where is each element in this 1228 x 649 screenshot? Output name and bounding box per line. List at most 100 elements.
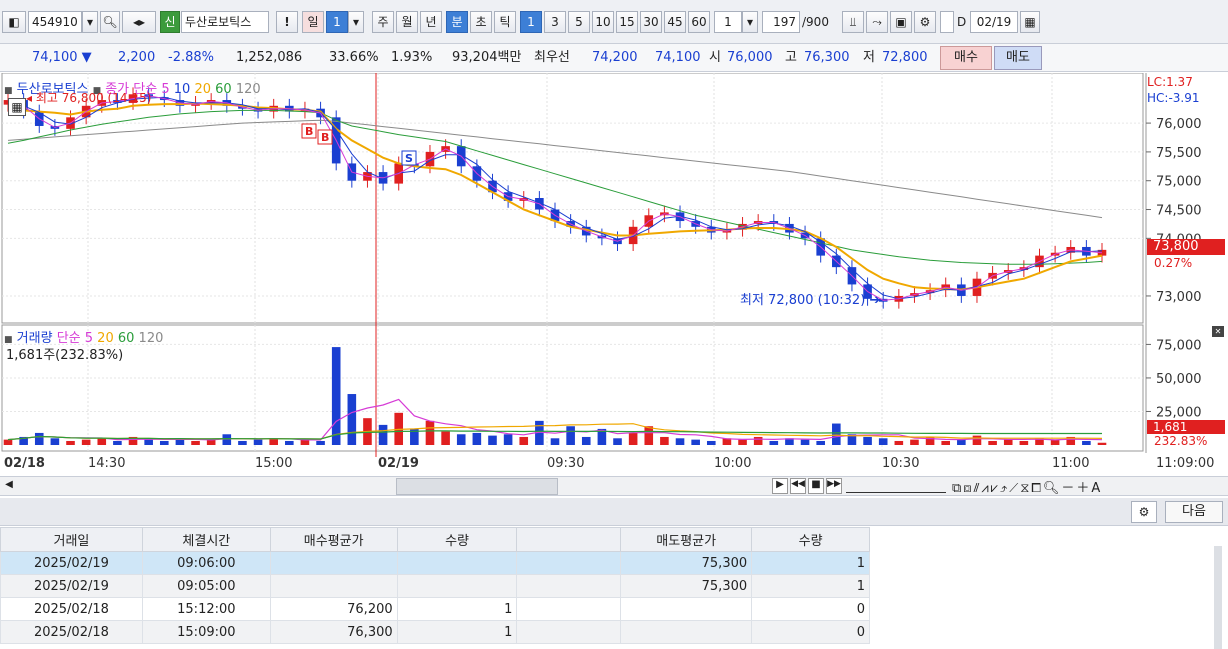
cell-buy-qty xyxy=(396,574,518,598)
ma20-line xyxy=(7,102,1103,291)
settings-gear-icon[interactable]: ⚙ xyxy=(914,11,936,33)
layout-icon[interactable]: ◧ xyxy=(2,11,26,33)
date-checkbox[interactable] xyxy=(940,11,954,33)
play-icon[interactable]: ▶▶ xyxy=(826,478,842,494)
chart-scrollbar[interactable]: ◀ ▶ ◀◀ ■ ▶▶ ⧉⧈⫽⩘⩗⤴⟋⧖⧠🔍︎－＋A xyxy=(0,476,1228,496)
date-prefix: D xyxy=(957,15,967,29)
volume-bar xyxy=(550,438,560,445)
volume-bar xyxy=(331,347,341,445)
trend-icon[interactable]: ⤳ xyxy=(866,11,888,33)
period-day[interactable]: 일 xyxy=(302,11,324,33)
period-year[interactable]: 년 xyxy=(420,11,442,33)
price-tick-label: 75,500 xyxy=(1156,146,1202,161)
volume-bar xyxy=(191,440,200,445)
minute-option-1[interactable]: 1 xyxy=(520,11,542,33)
stock-code-input[interactable]: 454910 xyxy=(28,11,82,33)
cell-blank xyxy=(516,620,622,644)
period-tick[interactable]: 틱 xyxy=(494,11,516,33)
date-input[interactable]: 02/19 xyxy=(970,11,1018,33)
low-price: 72,800 xyxy=(882,50,928,65)
code-dropdown-icon[interactable]: ▾ xyxy=(82,11,98,33)
panel-settings-gear-icon[interactable]: ⚙ xyxy=(1131,501,1157,523)
volume-bar xyxy=(472,432,482,445)
grid-toggle-icon[interactable]: ▦ xyxy=(8,98,26,116)
cell-buy-qty: 1 xyxy=(396,620,518,644)
save-icon[interactable]: ▣ xyxy=(890,11,912,33)
period-month[interactable]: 월 xyxy=(396,11,418,33)
col-exec-time[interactable]: 체결시간 xyxy=(141,527,271,552)
col-sell-qty[interactable]: 수량 xyxy=(751,527,870,552)
table-row[interactable]: 2025/02/19 09:06:00 75,300 1 xyxy=(0,551,870,575)
buy-button[interactable]: 매수 xyxy=(940,46,992,70)
scroll-right-icon[interactable]: ▶ xyxy=(772,478,788,494)
volume-bar xyxy=(581,436,591,445)
table-row[interactable]: 2025/02/19 09:05:00 75,300 1 xyxy=(0,574,870,598)
stock-name-field[interactable]: 두산로보틱스 xyxy=(181,11,269,33)
volume-bar xyxy=(847,434,857,445)
minute-option-15[interactable]: 15 xyxy=(616,11,638,33)
period-minute[interactable]: 분 xyxy=(446,11,468,33)
search-icon[interactable]: 🔍︎ xyxy=(100,11,120,33)
volume-bar xyxy=(972,435,982,445)
zoom-slider[interactable] xyxy=(846,479,946,493)
minute-option-30[interactable]: 30 xyxy=(640,11,662,33)
minute-option-60[interactable]: 60 xyxy=(688,11,710,33)
unit-dropdown-icon[interactable]: ▾ xyxy=(742,11,758,33)
day-dropdown-icon[interactable]: ▾ xyxy=(348,11,364,33)
cell-sell-avg xyxy=(620,620,753,644)
cell-time: 09:05:00 xyxy=(141,574,271,598)
period-second[interactable]: 초 xyxy=(470,11,492,33)
current-price: 74,100 ▼ xyxy=(32,50,92,65)
volume-bar xyxy=(1097,442,1107,445)
chart-area[interactable]: 76,00075,50075,00074,50074,00073,00075,0… xyxy=(0,72,1228,476)
chart-svg[interactable]: 76,00075,50075,00074,50074,00073,00075,0… xyxy=(0,72,1228,476)
lc-value: LC:1.37 xyxy=(1147,75,1193,89)
col-buy-qty[interactable]: 수량 xyxy=(396,527,518,552)
calendar-icon[interactable]: ▦ xyxy=(1020,11,1040,33)
table-row[interactable]: 2025/02/18 15:09:00 76,300 1 0 xyxy=(0,620,870,644)
best-ask: 74,200 xyxy=(592,50,638,65)
unit-input[interactable]: 1 xyxy=(714,11,742,33)
sound-icon[interactable]: ◂▸ xyxy=(122,11,156,33)
scroll-thumb[interactable] xyxy=(396,478,558,495)
stop-icon[interactable]: ■ xyxy=(808,478,824,494)
minute-option-3[interactable]: 3 xyxy=(544,11,566,33)
buy-marker: B xyxy=(305,125,313,138)
scroll-left-icon[interactable]: ◀ xyxy=(5,479,13,490)
cell-sell-qty: 1 xyxy=(751,551,870,575)
table-row[interactable]: 2025/02/18 15:12:00 76,200 1 0 xyxy=(0,597,870,621)
trade-panel-toolbar: ⚙ 다음 xyxy=(0,498,1228,526)
col-sell-avg[interactable]: 매도평균가 xyxy=(620,527,753,552)
hc-value: HC:-3.91 xyxy=(1147,91,1200,105)
count-input[interactable]: 197 xyxy=(762,11,800,33)
col-trade-date[interactable]: 거래일 xyxy=(0,527,143,552)
next-button[interactable]: 다음 xyxy=(1165,501,1223,523)
price-tick-label: 73,000 xyxy=(1156,290,1202,305)
minute-option-5[interactable]: 5 xyxy=(568,11,590,33)
minute-option-45[interactable]: 45 xyxy=(664,11,686,33)
ma5-line xyxy=(7,95,1103,301)
minute-option-10[interactable]: 10 xyxy=(592,11,614,33)
sell-button[interactable]: 매도 xyxy=(994,46,1042,70)
volume-bar xyxy=(628,432,638,445)
chart-type-icon[interactable]: ⫫ xyxy=(842,11,864,33)
volume-bar xyxy=(535,420,544,445)
col-buy-avg[interactable]: 매수평균가 xyxy=(269,527,398,552)
current-pct-tag: 0.27% xyxy=(1154,256,1193,270)
table-scrollbar[interactable] xyxy=(1214,546,1222,649)
volume-bar xyxy=(1082,440,1091,445)
sell-marker: S xyxy=(405,152,413,165)
volume-bar xyxy=(206,439,216,445)
volume-bar xyxy=(253,439,263,445)
cell-buy-avg: 76,200 xyxy=(269,597,398,621)
alert-button[interactable]: ! xyxy=(276,11,298,33)
rewind-icon[interactable]: ◀◀ xyxy=(790,478,806,494)
period-week[interactable]: 주 xyxy=(372,11,394,33)
volume-bar xyxy=(269,438,278,445)
pane-close-icon[interactable]: ✕ xyxy=(1212,326,1224,337)
price-pane-legend: ■ 두산로보틱스 ■ 종가 단순 5 10 20 60 120 xyxy=(4,82,261,97)
current-volume-pct: 232.83% xyxy=(1154,434,1208,448)
time-label: 15:00 xyxy=(255,456,293,471)
drawing-tools[interactable]: ⧉⧈⫽⩘⩗⤴⟋⧖⧠🔍︎－＋A xyxy=(952,481,1103,495)
period-day-count[interactable]: 1 xyxy=(326,11,348,33)
